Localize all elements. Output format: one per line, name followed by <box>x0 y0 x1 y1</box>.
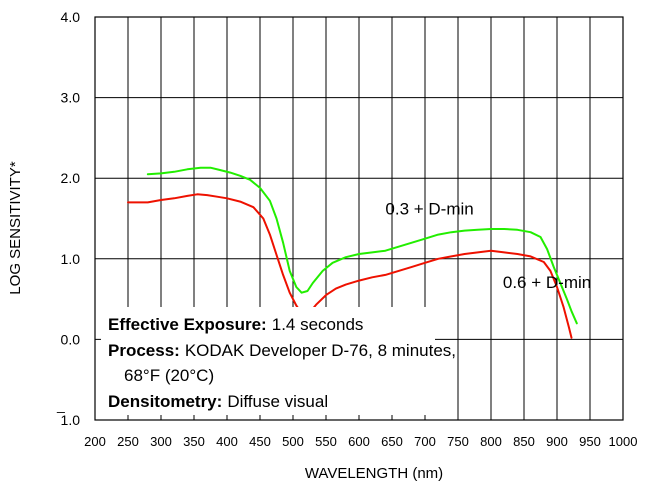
exposure-annotation: Effective Exposure: 1.4 seconds Process: K… <box>101 307 456 415</box>
process-temperature: 68°F (20°C) <box>124 366 214 385</box>
series-layer <box>127 166 578 339</box>
series-line-0 <box>146 166 578 325</box>
x-tick-200: 200 <box>84 434 106 449</box>
series-label-0: 0.3 + D-min <box>385 199 473 218</box>
x-tick-300: 300 <box>150 434 172 449</box>
series-labels: 0.3 + D-min 0.6 + D-min <box>385 199 591 291</box>
x-tick-950: 950 <box>579 434 601 449</box>
x-tick-350: 350 <box>183 434 205 449</box>
y-tick-4: 0.0 <box>61 331 81 347</box>
x-tick-700: 700 <box>414 434 436 449</box>
x-tick-500: 500 <box>282 434 304 449</box>
x-tick-650: 650 <box>381 434 403 449</box>
x-axis-label: WAVELENGTH (nm) <box>305 465 443 482</box>
densitometry-label: Densitometry: <box>108 392 222 411</box>
y-axis-label: LOG SENSITIVITY* <box>7 161 24 295</box>
process-label: Process: <box>108 341 180 360</box>
x-tick-550: 550 <box>315 434 337 449</box>
x-tick-750: 750 <box>447 434 469 449</box>
y-axis-ticks: 4.03.02.01.00.01.0_ <box>56 9 80 428</box>
y-tick-0: 4.0 <box>61 9 81 25</box>
x-tick-1000: 1000 <box>609 434 638 449</box>
plot-frame <box>94 16 624 421</box>
y-tick-5: 1.0 <box>61 412 81 428</box>
annotation-line-process: Process: KODAK Developer D-76, 8 minutes, <box>108 341 456 360</box>
x-tick-450: 450 <box>249 434 271 449</box>
series-line-1 <box>127 193 573 339</box>
x-tick-850: 850 <box>513 434 535 449</box>
x-tick-400: 400 <box>216 434 238 449</box>
y-tick-5-negative-bar: _ <box>56 397 65 413</box>
process-value: KODAK Developer D-76, 8 minutes, <box>185 341 456 360</box>
y-tick-3: 1.0 <box>61 251 81 267</box>
annotation-line-exposure: Effective Exposure: 1.4 seconds <box>108 315 363 334</box>
exposure-value: 1.4 seconds <box>272 315 364 334</box>
y-tick-1: 3.0 <box>61 90 81 106</box>
annotation-background <box>101 307 435 415</box>
x-tick-900: 900 <box>546 434 568 449</box>
x-axis-ticks: 200 250 300 350 400 450 500 550 600 650 700 750 800 8… <box>84 434 637 449</box>
y-tick-2: 2.0 <box>61 170 81 186</box>
x-tick-250: 250 <box>117 434 139 449</box>
annotation-line-densitometry: Densitometry: Diffuse visual <box>108 392 328 411</box>
exposure-label: Effective Exposure: <box>108 315 267 334</box>
series-label-1: 0.6 + D-min <box>503 273 591 292</box>
densitometry-value: Diffuse visual <box>227 392 328 411</box>
x-tick-600: 600 <box>348 434 370 449</box>
x-tick-800: 800 <box>480 434 502 449</box>
